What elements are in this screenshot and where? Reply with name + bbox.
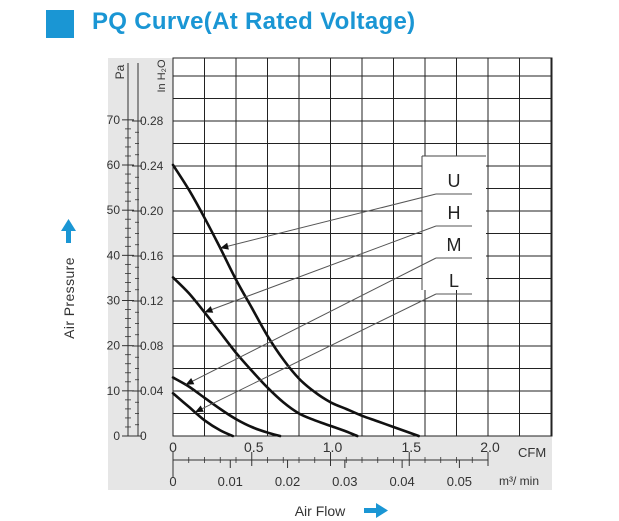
- x-tick-label-m3min: 0.05: [447, 474, 472, 489]
- x-tick-label-m3min: 0.03: [332, 474, 357, 489]
- legend-pointer-arrowhead-icon: [204, 306, 214, 313]
- legend-label-m: M: [447, 235, 462, 255]
- curve-l: [171, 392, 235, 438]
- y-tick-label-pa: 60: [107, 158, 121, 172]
- x-unit-secondary: m³/ min: [499, 474, 539, 488]
- legend-pointer-u: [220, 193, 437, 249]
- y-tick-label-inh2o: 0.08: [140, 339, 164, 353]
- x-tick-label-m3min: 0: [169, 474, 176, 489]
- legend-label-h: H: [448, 203, 461, 223]
- y-tick-label-pa: 50: [107, 203, 121, 217]
- x-tick-label-m3min: 0.01: [218, 474, 243, 489]
- x-tick-label-m3min: 0.04: [389, 474, 414, 489]
- y-tick-label-pa: 0: [113, 429, 120, 443]
- y-tick-label-pa: 70: [107, 113, 121, 127]
- legend-pointer-h: [204, 225, 437, 313]
- x-unit-primary: CFM: [518, 445, 546, 460]
- x-tick-label-cfm: 1.0: [323, 439, 343, 455]
- y-tick-label-inh2o: 0.24: [140, 159, 164, 173]
- x-axis-title: Air Flow: [295, 503, 346, 519]
- page-title: PQ Curve(At Rated Voltage): [92, 8, 416, 35]
- legend-pointer-arrowhead-icon: [220, 242, 229, 250]
- curve-u: [171, 163, 420, 438]
- y-axis-arrow-icon: [61, 219, 76, 243]
- curves: [171, 163, 420, 438]
- legend-pointer-arrowhead-icon: [185, 377, 195, 385]
- legend-label-l: L: [449, 271, 459, 291]
- x-tick-label-cfm: 0.5: [244, 439, 264, 455]
- y-tick-label-pa: 10: [107, 384, 121, 398]
- x-tick-label-m3min: 0.02: [275, 474, 300, 489]
- y-unit-secondary: In H₂O: [156, 59, 168, 92]
- title-square-icon: [46, 10, 74, 38]
- y-tick-label-inh2o: 0.04: [140, 384, 164, 398]
- x-tick-label-cfm: 0: [169, 439, 177, 455]
- legend-box: [422, 156, 486, 290]
- x-tick-label-cfm: 1.5: [402, 439, 422, 455]
- plot-border: [172, 57, 553, 437]
- x-axis-arrow-icon: [364, 503, 388, 518]
- y-unit-primary: Pa: [113, 64, 127, 79]
- legend-pointer-m: [185, 257, 437, 386]
- y-axis-title: Air Pressure: [61, 257, 77, 339]
- curve-h: [171, 276, 359, 438]
- y-tick-label-inh2o: 0.16: [140, 249, 164, 263]
- y-tick-label-pa: 20: [107, 339, 121, 353]
- x-axes: 0 0.5 1.0 1.5 2.0 0 0.01 0.02 0.03 0.04 0.05: [169, 439, 500, 489]
- y-tick-label-pa: 40: [107, 248, 121, 262]
- x-tick-label-cfm: 2.0: [480, 439, 500, 455]
- legend-pointer-arrowhead-icon: [195, 405, 204, 413]
- y-axes: 0 10 20 30 40 50 60 70 0 0.04 0.08 0.12 0.16 0.20 0.24…: [107, 63, 164, 443]
- grid: [172, 57, 553, 437]
- y-tick-label-inh2o: 0.12: [140, 294, 164, 308]
- y-tick-label-inh2o: 0.20: [140, 204, 164, 218]
- y-tick-label-inh2o: 0.28: [140, 114, 164, 128]
- y-tick-label-pa: 30: [107, 294, 121, 308]
- y-tick-label-inh2o: 0: [140, 429, 147, 443]
- curve-m: [171, 376, 282, 438]
- legend-pointer-l: [194, 293, 437, 413]
- legend-label-u: U: [448, 171, 461, 191]
